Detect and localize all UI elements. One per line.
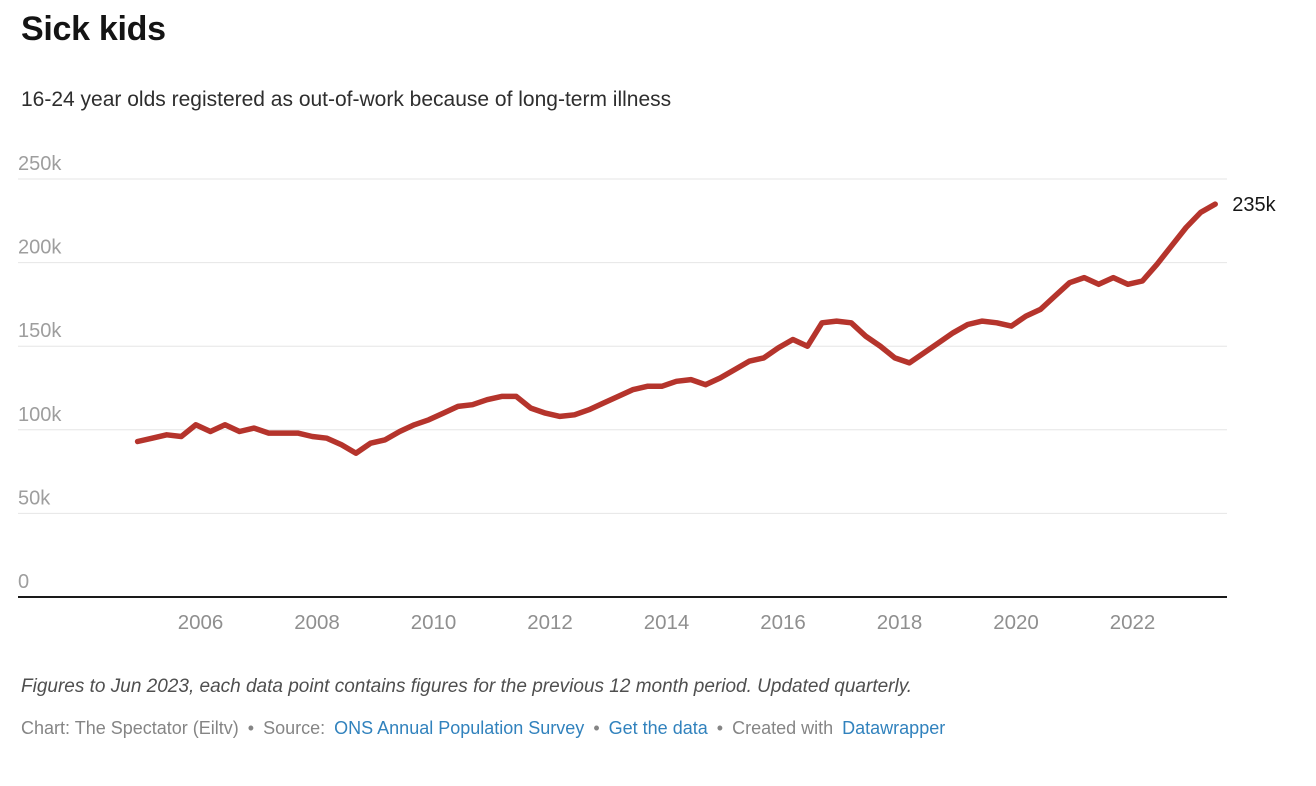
y-tick-label: 100k [18, 404, 62, 426]
credit-created-prefix: Created with [732, 718, 834, 738]
y-tick-label: 250k [18, 153, 62, 175]
end-value-label: 235k [1232, 194, 1276, 216]
x-tick-label: 2022 [1110, 611, 1156, 634]
x-tick-label: 2018 [877, 611, 923, 634]
credit-source-prefix: Source: [263, 718, 326, 738]
x-tick-label: 2010 [411, 611, 457, 634]
y-tick-label: 150k [18, 320, 62, 342]
chart-subtitle: 16-24 year olds registered as out-of-wor… [21, 88, 672, 111]
credit-separator: • [716, 718, 724, 738]
credit-separator: • [593, 718, 600, 738]
credit-chart-label: Chart: The Spectator (Eiltv) [21, 718, 239, 738]
y-tick-label: 0 [18, 571, 29, 593]
get-the-data-link[interactable]: Get the data [608, 718, 708, 738]
data-line [134, 201, 1218, 456]
x-tick-label: 2014 [644, 611, 690, 634]
x-tick-label: 2012 [527, 611, 573, 634]
chart-footnote: Figures to Jun 2023, each data point con… [21, 676, 913, 697]
y-tick-label: 50k [18, 487, 51, 509]
chart-title: Sick kids [21, 10, 166, 48]
x-tick-label: 2016 [760, 611, 806, 634]
chart-credit-line: Chart: The Spectator (Eiltv) • Source: O… [21, 718, 949, 739]
y-tick-label: 200k [18, 237, 62, 259]
x-tick-label: 2006 [178, 611, 224, 634]
source-link[interactable]: ONS Annual Population Survey [334, 718, 585, 738]
x-tick-label: 2020 [993, 611, 1039, 634]
datawrapper-link[interactable]: Datawrapper [842, 718, 946, 738]
x-tick-label: 2008 [294, 611, 340, 634]
credit-separator: • [247, 718, 255, 738]
